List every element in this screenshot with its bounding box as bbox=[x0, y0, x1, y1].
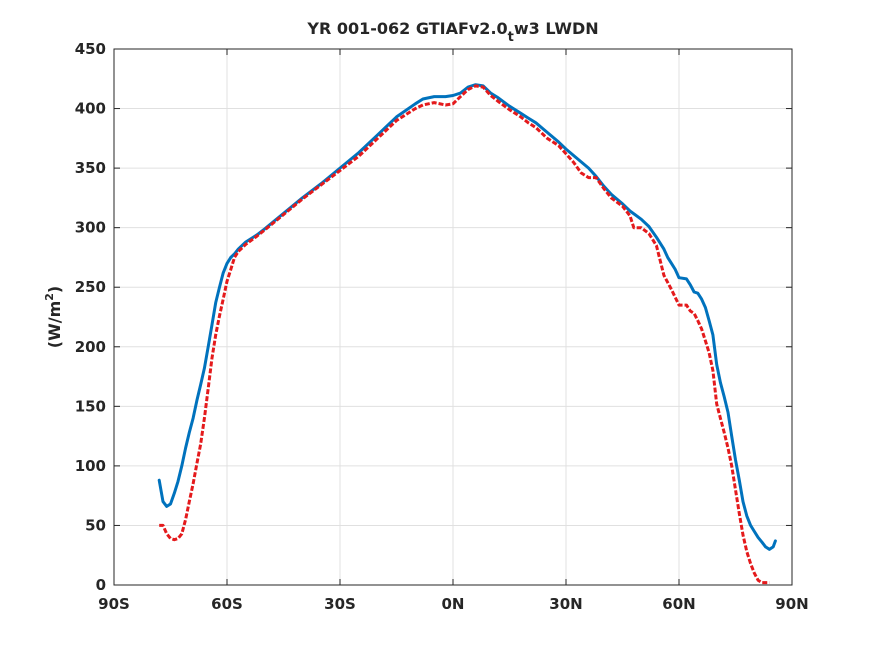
y-tick-label: 150 bbox=[75, 397, 106, 415]
y-tick-label: 0 bbox=[96, 576, 106, 594]
x-tick-label: 0N bbox=[442, 595, 465, 613]
x-tick-label: 60S bbox=[211, 595, 243, 613]
y-tick-label: 50 bbox=[85, 516, 106, 534]
y-axis-tick-labels: 0 50 100 150 200 250 300 350 400 450 bbox=[75, 40, 106, 594]
y-tick-label: 250 bbox=[75, 278, 106, 296]
y-tick-label: 450 bbox=[75, 40, 106, 58]
y-axis-label-suffix: ) bbox=[45, 286, 64, 293]
y-tick-label: 400 bbox=[75, 100, 106, 118]
x-tick-label: 90S bbox=[98, 595, 130, 613]
y-tick-label: 100 bbox=[75, 457, 106, 475]
tick-marks bbox=[113, 48, 793, 586]
y-axis-label-superscript: 2 bbox=[43, 293, 56, 301]
chart-title: YR 001-062 GTIAFv2.0tw3 LWDN bbox=[306, 19, 598, 45]
series-line-1 bbox=[157, 83, 777, 551]
chart-title-main: YR 001-062 GTIAFv2.0 bbox=[306, 19, 507, 38]
y-axis-label-prefix: (W/m bbox=[45, 301, 64, 348]
x-tick-label: 60N bbox=[662, 595, 695, 613]
y-tick-label: 350 bbox=[75, 159, 106, 177]
x-tick-label: 30N bbox=[549, 595, 582, 613]
x-axis-tick-labels: 90S 60S 30S 0N 30N 60N 90N bbox=[98, 595, 809, 613]
x-tick-label: 90N bbox=[775, 595, 808, 613]
y-axis-label: (W/m2) bbox=[43, 286, 64, 348]
y-tick-label: 300 bbox=[75, 219, 106, 237]
y-tick-label: 200 bbox=[75, 338, 106, 356]
series-line-2 bbox=[159, 84, 770, 585]
chart-title-suffix: w3 LWDN bbox=[514, 19, 599, 38]
x-tick-label: 30S bbox=[324, 595, 356, 613]
series-layer bbox=[157, 83, 777, 585]
chart-title-subscript: t bbox=[508, 30, 514, 45]
